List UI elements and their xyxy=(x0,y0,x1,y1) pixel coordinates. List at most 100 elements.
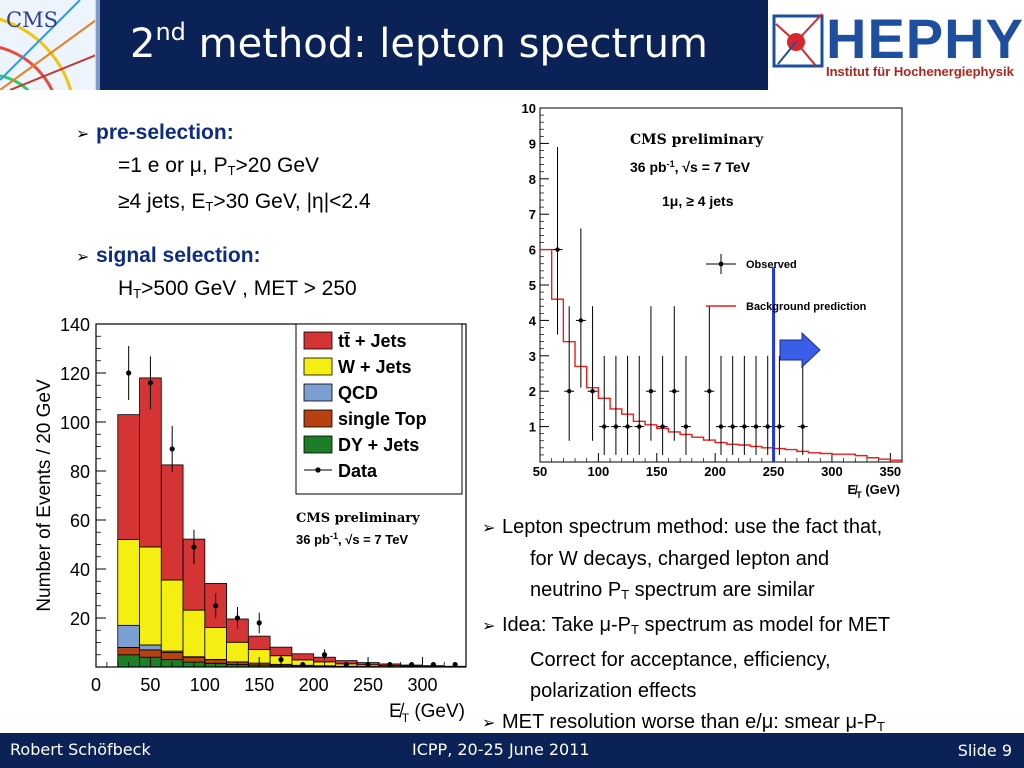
footer-slide-number: Slide 9 xyxy=(957,741,1012,760)
cms-preliminary-label: CMS preliminary xyxy=(630,132,764,148)
legend-swatch xyxy=(303,331,333,350)
data-point xyxy=(256,620,262,626)
observed-point xyxy=(765,424,770,429)
luminosity-exponent: -1 xyxy=(330,531,338,541)
observed-point xyxy=(730,424,735,429)
cms-logo-text: CMS xyxy=(6,8,58,32)
lepton-spectrum-plot: 1 2 3 4 5 6 7 8 9 10 50 100 150 200 250 300 350 CMS preli… xyxy=(510,96,910,502)
observed-point xyxy=(800,424,805,429)
hephy-emblem-icon xyxy=(772,13,824,68)
y-tick-label: 5 xyxy=(529,278,536,293)
histogram-bar xyxy=(117,624,140,648)
hephy-logo-name: HEPHY xyxy=(826,7,1024,70)
x-axis-label: E̸T (GeV) xyxy=(848,482,900,500)
observed-point xyxy=(590,389,595,394)
y-tick-label: 10 xyxy=(522,101,536,116)
y-tick-label: 120 xyxy=(60,364,90,384)
signal-line-1: HT>500 GeV , MET > 250 xyxy=(118,277,357,301)
observed-point xyxy=(660,424,665,429)
observed-point xyxy=(753,424,759,429)
histogram-bar xyxy=(291,653,315,661)
data-point xyxy=(300,661,306,668)
title-prefix: 2 xyxy=(130,21,156,67)
histogram-bar xyxy=(247,635,271,651)
preselection-block: ➢ pre-selection: =1 e or μ, PT>20 GeV ≥4 … xyxy=(76,117,371,222)
x-tick-label: 300 xyxy=(407,675,437,695)
met-stacked-histogram-svg: 20 40 60 80 100 120 140 0 50 100 150 200 250 300 Numbe… xyxy=(34,315,467,725)
luminosity-label: 36 pb-1, √s = 7 TeV xyxy=(296,531,408,547)
legend-swatch xyxy=(303,409,333,428)
legend-label: Observed xyxy=(746,259,797,271)
data-point xyxy=(343,661,349,668)
x-tick-label: 50 xyxy=(140,675,160,695)
signal-block: ➢ signal selection: HT>500 GeV , MET > 25… xyxy=(76,240,357,309)
legend-label: Data xyxy=(338,461,378,481)
legend-observed-marker xyxy=(718,261,724,267)
histogram-bar xyxy=(226,641,249,663)
x-tick-label: 300 xyxy=(821,464,843,479)
observed-point xyxy=(613,424,619,429)
y-tick-label: 9 xyxy=(529,136,536,151)
description-item-2: ➢ Idea: Take μ-PT spectrum as model for M… xyxy=(482,610,1012,707)
observed-point xyxy=(602,424,607,429)
signal-heading: signal selection: xyxy=(96,244,261,267)
data-point xyxy=(365,661,371,668)
x-axis-label-symbol: E̸ xyxy=(389,701,405,722)
x-axis-label-unit: (GeV) xyxy=(862,482,900,497)
x-tick-label: 200 xyxy=(704,464,726,479)
footer: Robert Schöfbeck ICPP, 20-25 June 2011 S… xyxy=(0,733,1024,768)
legend-box xyxy=(295,323,463,495)
histogram-bar xyxy=(117,414,140,540)
energy-label: , √s = 7 TeV xyxy=(338,532,408,547)
legend-swatch xyxy=(303,357,333,376)
y-tick-label: 4 xyxy=(529,313,537,328)
y-tick-label: 6 xyxy=(529,243,536,258)
data-point xyxy=(213,603,219,609)
legend-data-marker xyxy=(315,467,321,473)
cms-logo: CMS xyxy=(0,0,96,90)
x-axis-label: E̸T (GeV) xyxy=(389,701,465,722)
observed-point xyxy=(707,389,712,394)
data-point xyxy=(430,661,436,668)
observed-point xyxy=(648,389,654,394)
y-tick-label: 1 xyxy=(529,420,536,435)
observed-point xyxy=(672,389,677,394)
y-tick-label: 80 xyxy=(70,462,90,482)
observed-point xyxy=(625,424,630,429)
histogram-bar xyxy=(182,609,206,658)
observed-point xyxy=(637,424,642,429)
histogram-bar xyxy=(204,627,227,660)
data-point xyxy=(147,380,154,386)
y-tick-label: 140 xyxy=(60,315,90,335)
arrow-bullet-icon: ➢ xyxy=(482,715,496,732)
page-title: 2nd method: lepton spectrum xyxy=(130,18,708,67)
data-point xyxy=(321,652,328,658)
legend-swatch xyxy=(303,435,333,454)
histogram-bar xyxy=(182,656,206,663)
legend-label: single Top xyxy=(338,409,427,429)
cms-preliminary-label: CMS preliminary xyxy=(296,511,420,526)
footer-conference: ICPP, 20-25 June 2011 xyxy=(412,740,590,759)
histogram-bar xyxy=(269,646,293,657)
y-tick-label: 60 xyxy=(70,511,90,531)
title-sup: nd xyxy=(155,18,186,46)
preselection-line-2: ≥4 jets, ET>30 GeV, |η|<2.4 xyxy=(118,190,371,214)
x-tick-label: 0 xyxy=(91,675,101,695)
y-tick-label: 40 xyxy=(70,560,90,580)
x-tick-label: 150 xyxy=(244,675,274,695)
data-point xyxy=(191,544,197,550)
x-axis-label-sub: T xyxy=(856,490,862,500)
x-axis-label-unit: (GeV) xyxy=(409,701,465,722)
histogram-bar xyxy=(160,464,184,581)
luminosity-label: 36 pb-1, √s = 7 TeV xyxy=(630,159,751,175)
histogram-bar xyxy=(117,539,140,626)
arrow-bullet-icon: ➢ xyxy=(482,618,496,635)
observed-point xyxy=(578,318,584,323)
histogram-bar xyxy=(117,646,140,656)
observed-point xyxy=(777,424,782,429)
y-tick-label: 7 xyxy=(529,207,536,222)
data-point xyxy=(452,661,458,668)
x-tick-label: 50 xyxy=(533,464,547,479)
legend-label: tt̄ + Jets xyxy=(338,331,407,351)
hephy-logo: HEPHY Institut für Hochenergiephysik xyxy=(768,0,1024,90)
